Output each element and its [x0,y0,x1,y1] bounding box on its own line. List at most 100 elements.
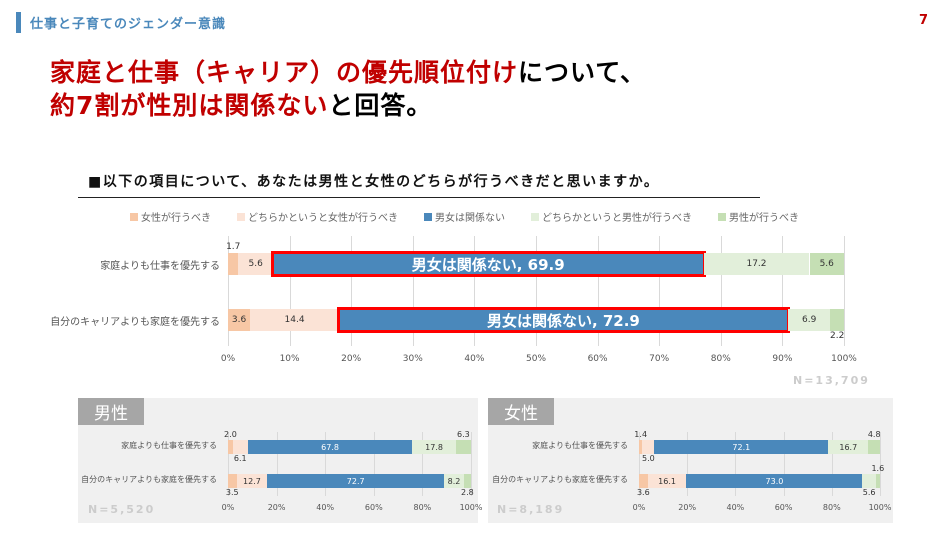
gridline [536,236,537,346]
bar-segment: 16.7 [828,440,869,454]
gridline [659,236,661,346]
category-label: 家庭よりも仕事を優先する [100,261,220,272]
bar-segment [830,309,844,331]
legend-item: 男女は関係ない [424,209,505,224]
bar-segment [228,474,237,488]
legend-swatch [237,212,245,221]
x-tick-label: 60% [774,503,793,512]
x-tick-label: 40% [464,354,485,364]
gridline [597,236,599,346]
gridline [880,432,881,496]
chart-legend: 女性が行うべき どちらかというと女性が行うべき 男女は関係ない どちらかというと男性が… [130,209,799,224]
legend-label: 男女は関係ない [435,213,505,224]
section-title: 仕事と子育てのジェンダー意識 [30,17,227,32]
bar-segment: 8.2 [444,474,464,488]
category-label: 家庭よりも仕事を優先する [121,441,217,450]
highlight-box [270,251,706,277]
x-tick-label: 100% [459,503,483,512]
x-tick-label: 50% [525,354,547,364]
bar-value-label: 5.0 [642,454,655,463]
bar-value-label: 1.7 [226,242,241,252]
sample-size: N=5,520 [88,503,156,516]
bar-segment: 5.6 [809,253,844,275]
legend-label: どちらかというと女性が行うべき [248,213,398,224]
bar-value-label: 3.6 [636,488,650,497]
x-tick-label: 60% [587,354,608,364]
x-tick-label: 80% [822,503,841,512]
gridline [735,432,737,496]
headline: 家庭と仕事（キャリア）の優先順位付けについて、 約7割が性別は関係ないと回答。 [50,56,646,122]
bar-segment [232,440,248,454]
gridline [373,432,375,496]
legend-swatch [531,212,539,221]
x-tick-label: 100% [868,503,892,512]
bar-value-label: 1.4 [634,430,648,439]
bar-segment: 5.6 [238,253,273,275]
male-panel: 男性 [78,398,478,523]
x-tick-label: 0% [632,503,646,512]
legend-label: どちらかというと男性が行うべき [542,213,692,224]
headline-black-1: について、 [518,58,647,87]
bar-segment [639,440,643,454]
bar-segment [463,474,471,488]
gridline [289,236,291,346]
legend-label: 男性が行うべき [729,213,799,224]
x-tick-label: 60% [364,503,383,512]
female-panel-title: 女性 [488,398,554,425]
legend-item: 女性が行うべき [130,209,211,224]
gridline [351,236,353,346]
section-accent-bar [16,12,21,33]
bar-segment [642,440,655,454]
category-label: 家庭よりも仕事を優先する [532,441,628,450]
legend-item: どちらかというと女性が行うべき [237,209,398,224]
bar-segment [228,440,233,454]
bar-segment: 6.9 [787,309,831,331]
category-label: 自分のキャリアよりも家庭を優先する [492,475,628,484]
gridline [422,432,424,496]
gridline [474,236,476,346]
bar-segment [639,474,648,488]
bar-segment: 16.1 [647,474,687,488]
female-panel: 女性 [488,398,893,523]
bar-segment: 73.0 [686,474,863,488]
x-tick-label: 0% [221,503,235,512]
bar-segment [868,440,880,454]
x-tick-label: 100% [831,354,857,364]
bar-segment: 12.7 [236,474,268,488]
x-tick-label: 20% [341,354,362,364]
legend-swatch [424,212,432,221]
x-tick-label: 70% [649,354,670,364]
legend-swatch [718,212,726,221]
question-underline [78,197,760,198]
bar-value-label: 1.6 [871,464,885,473]
bar-value-label: 2.0 [224,430,237,439]
survey-question: ■以下の項目について、あなたは男性と女性のどちらが行うべきだと思いますか。 [88,174,660,190]
gridline [412,236,414,346]
bar-value-label: 2.2 [830,331,845,341]
headline-red-1: 家庭と仕事（キャリア）の優先順位付け [50,58,519,87]
legend-item: 男性が行うべき [718,209,799,224]
legend-swatch [130,212,138,221]
gridline [325,432,327,496]
bar-segment: 67.8 [247,440,413,454]
bar-segment [455,440,471,454]
male-panel-title: 男性 [78,398,144,425]
gridline [228,236,229,346]
legend-item: どちらかというと男性が行うべき [531,209,692,224]
bar-segment: 17.8 [412,440,456,454]
x-tick-label: 20% [678,503,697,512]
legend-label: 女性が行うべき [141,213,211,224]
highlight-box [336,307,790,333]
x-tick-label: 10% [279,354,300,364]
x-tick-label: 40% [726,503,745,512]
bar-segment: 男女は関係ない, 69.9 [272,253,704,275]
bar-value-label: 4.8 [867,430,881,439]
bar-segment: 14.4 [250,309,339,331]
gridline [783,432,785,496]
gridline [782,236,784,346]
x-tick-label: 80% [413,503,432,512]
bar-segment [228,253,239,275]
x-tick-label: 90% [772,354,793,364]
bar-value-label: 3.5 [225,488,239,497]
gridline [687,432,689,496]
